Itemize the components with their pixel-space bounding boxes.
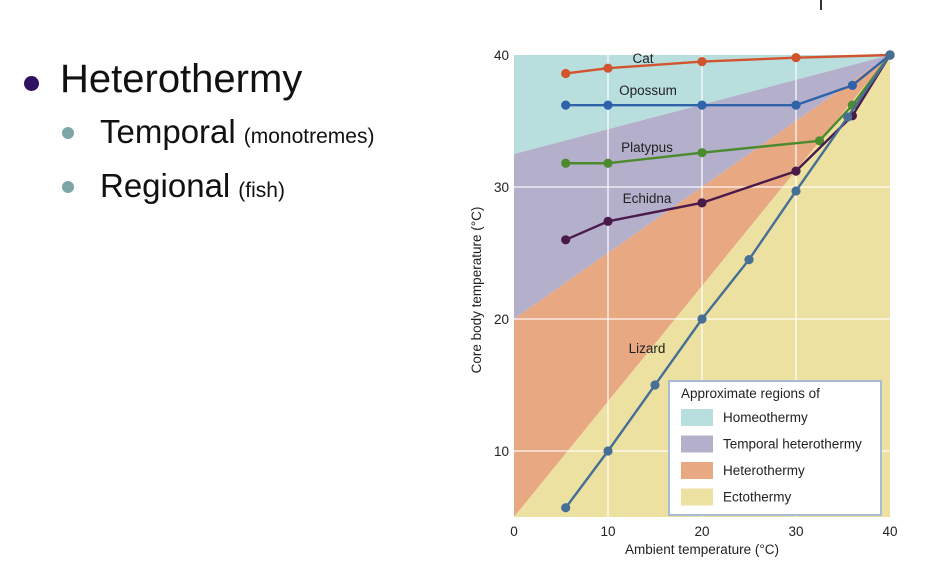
- legend: Approximate regions of Homeothermy Tempora…: [668, 380, 882, 516]
- data-point: [603, 63, 613, 73]
- series-lizard: [561, 50, 895, 513]
- legend-label: Ectothermy: [723, 490, 792, 505]
- legend-swatch-icon: [681, 409, 713, 426]
- data-point: [885, 50, 895, 60]
- data-point: [791, 100, 801, 110]
- data-point: [791, 166, 801, 176]
- legend-swatch-icon: [681, 462, 713, 479]
- data-point: [697, 198, 707, 208]
- bullet-note: (monotremes): [243, 125, 375, 148]
- y-axis-label: Core body temperature (°C): [469, 207, 484, 374]
- data-point: [697, 57, 707, 67]
- y-tick-label: 10: [494, 444, 509, 459]
- data-point: [650, 380, 660, 390]
- bullet-dot-icon: [62, 181, 74, 193]
- legend-label: Homeothermy: [723, 410, 808, 425]
- data-point: [791, 186, 801, 196]
- series-labels: Cat Opossum Platypus Echidna Lizard: [619, 51, 677, 356]
- x-tick-label: 20: [694, 524, 709, 539]
- legend-label: Temporal heterothermy: [723, 437, 862, 452]
- series-line: [564, 54, 891, 509]
- y-tick-label: 40: [494, 48, 509, 63]
- series-line: [565, 54, 891, 107]
- slide-edge-tick: [820, 0, 822, 10]
- data-point: [561, 100, 571, 110]
- legend-swatch-icon: [681, 488, 713, 506]
- series-line: [565, 54, 891, 165]
- series-label-lizard: Lizard: [629, 341, 666, 356]
- bullet-text: Temporal: [100, 113, 236, 150]
- data-point: [561, 68, 571, 79]
- data-point: [697, 100, 707, 110]
- y-tick-label: 30: [494, 180, 509, 195]
- data-point: [603, 100, 613, 110]
- series-opossum: [561, 50, 895, 110]
- legend-swatch-icon: [681, 435, 713, 453]
- legend-title: Approximate regions of: [681, 386, 820, 401]
- bullet-dot-icon: [62, 127, 74, 139]
- x-tick-label: 30: [788, 524, 803, 539]
- bullet-text: Heterothermy: [60, 57, 303, 101]
- legend-label: Heterothermy: [723, 463, 805, 478]
- data-point: [697, 148, 707, 158]
- series-label-opossum: Opossum: [619, 83, 677, 98]
- axes: 0 10 20 30 40 10 20 30 40 Ambient temperature (°C…: [469, 48, 898, 557]
- data-point: [697, 314, 707, 324]
- data-point: [814, 136, 825, 146]
- x-tick-label: 10: [600, 524, 615, 539]
- data-series: [561, 50, 895, 513]
- bullet-text: Regional: [100, 167, 231, 204]
- data-point: [791, 53, 801, 63]
- bullet-dot-icon: [24, 76, 39, 91]
- data-point: [847, 80, 858, 90]
- data-point: [603, 158, 613, 168]
- series-label-platypus: Platypus: [621, 140, 673, 155]
- series-label-echidna: Echidna: [623, 191, 672, 206]
- x-tick-label: 0: [510, 524, 518, 539]
- data-point: [603, 216, 613, 226]
- x-axis-label: Ambient temperature (°C): [625, 542, 779, 557]
- x-tick-label: 40: [882, 524, 897, 539]
- data-point: [561, 235, 571, 245]
- data-point: [561, 158, 571, 168]
- y-tick-label: 20: [494, 312, 509, 327]
- data-point: [561, 503, 571, 513]
- data-point: [843, 112, 853, 122]
- series-label-cat: Cat: [632, 51, 653, 66]
- data-point: [744, 255, 754, 265]
- data-point: [603, 446, 613, 456]
- series-line: [565, 54, 892, 241]
- bullet-note: (fish): [238, 179, 285, 202]
